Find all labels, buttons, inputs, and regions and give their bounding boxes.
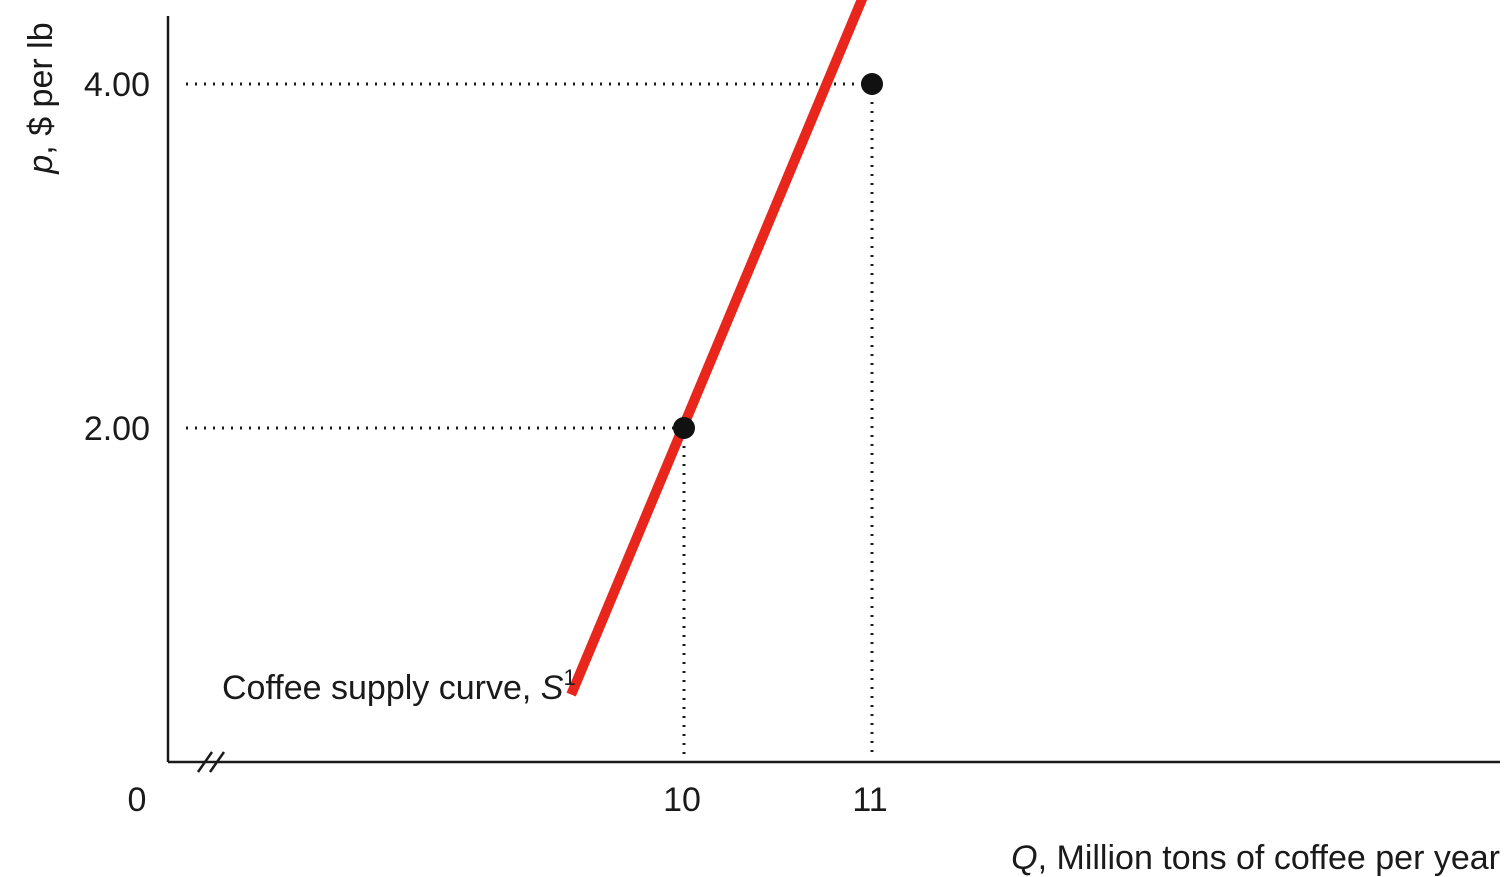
y-axis-var: p [22, 155, 60, 175]
y-axis-label: p, $ per lb [22, 22, 60, 174]
x-tick-label: 11 [852, 781, 887, 819]
supply-curve-label: Coffee supply curve, S1 [222, 665, 576, 707]
data-point [861, 73, 883, 95]
axis-break-mark [196, 751, 226, 773]
x-axis-var: Q [1011, 839, 1037, 877]
y-axis-text: , $ per lb [22, 22, 60, 154]
supply-curve-label-text: Coffee supply curve, [222, 669, 541, 707]
supply-curve-label-sup: 1 [563, 665, 575, 690]
data-point [673, 417, 695, 439]
x-axis-text: , Million tons of coffee per year [1038, 839, 1500, 877]
x-origin-label: 0 [128, 781, 147, 819]
x-tick-label: 10 [663, 781, 701, 819]
x-axis-label: Q, Million tons of coffee per year [1011, 839, 1500, 877]
y-tick-label: 2.00 [84, 410, 150, 448]
supply-curve-label-var: S [541, 669, 564, 707]
supply-curve-line [566, 0, 868, 697]
y-tick-label: 4.00 [84, 66, 150, 104]
